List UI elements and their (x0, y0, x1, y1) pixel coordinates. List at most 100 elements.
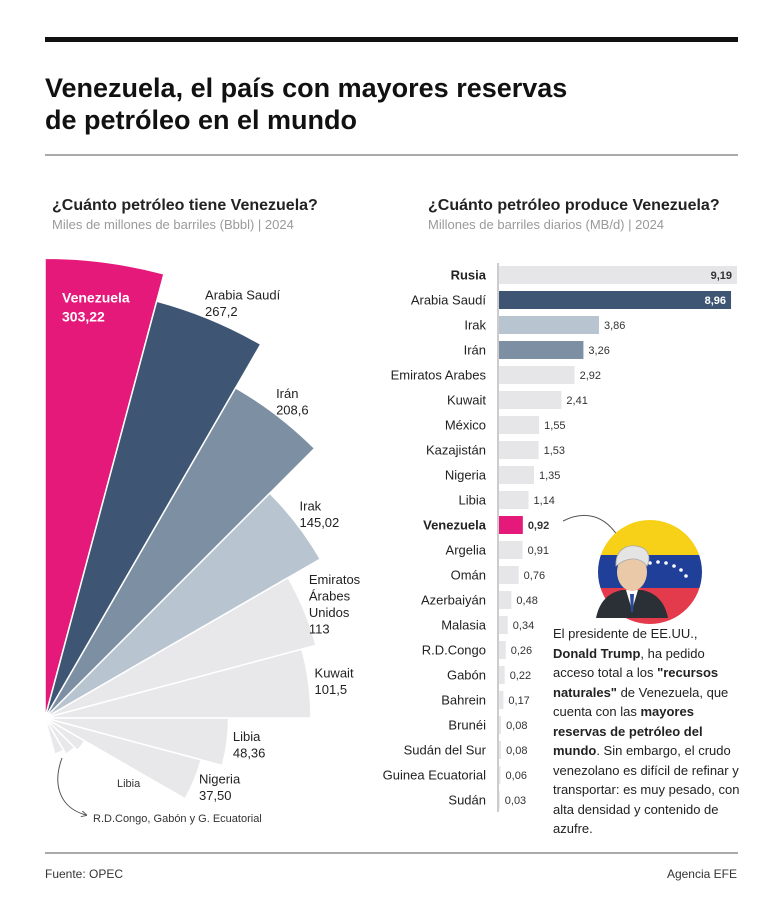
value-label: 8,96 (705, 295, 726, 307)
bar (499, 666, 505, 684)
value-label: 2,92 (580, 370, 601, 382)
bar (499, 591, 512, 609)
value-label: 101,5 (315, 682, 348, 697)
value-label: 1,14 (534, 495, 555, 507)
value-label: 0,03 (505, 795, 526, 807)
bar (499, 541, 523, 559)
bar (499, 441, 539, 459)
wedge (44, 257, 165, 719)
wedge-label: Kuwait (315, 666, 354, 681)
title-line: de petróleo en el mundo (45, 105, 357, 135)
chart-title: ¿Cuánto petróleo produce Venezuela? (428, 197, 720, 214)
arrow (562, 514, 619, 538)
bar (499, 491, 529, 509)
bar (499, 291, 732, 309)
bar (499, 516, 523, 534)
category-label: Arabia Saudí (411, 293, 487, 308)
annotation: R.D.Congo, Gabón y G. Ecuatorial (93, 813, 262, 825)
value-label: 1,55 (544, 420, 565, 432)
value-label: 0,26 (511, 645, 532, 657)
category-label: Sudán (448, 793, 486, 808)
bar (499, 416, 540, 434)
value-label: 9,19 (711, 270, 732, 282)
category-label: México (445, 418, 486, 433)
category-label: Brunéi (448, 718, 486, 733)
wedge (44, 717, 203, 800)
value-label: 0,76 (524, 570, 545, 582)
wedge-label: Emiratos Árabes Unidos (309, 572, 361, 620)
wedge (44, 492, 322, 719)
wedge (44, 648, 312, 719)
annotation-segment: El presidente de EE.UU., (553, 626, 698, 641)
bar (499, 466, 534, 484)
wedge-label: Irán (276, 386, 298, 401)
annotation-text: El presidente de EE.UU., Donald Trump, h… (553, 624, 745, 839)
bar (499, 616, 508, 634)
annotation-segment: de Venezuela, que cuenta con las (553, 684, 729, 720)
value-label: 145,02 (300, 515, 340, 530)
bar (499, 791, 500, 809)
top-rule (45, 37, 738, 42)
value-label: 1,35 (539, 470, 560, 482)
value-label: 48,36 (233, 746, 266, 761)
value-label: 2,41 (566, 395, 587, 407)
value-label: 0,08 (506, 720, 527, 732)
bar (499, 641, 506, 659)
chart-subtitle: Miles de millones de barriles (Bbbl) | 2… (52, 217, 294, 232)
wedge-label: Venezuela (62, 289, 130, 305)
category-label: R.D.Congo (422, 643, 486, 658)
value-label: 1,53 (544, 445, 565, 457)
value-label: 0,08 (506, 745, 527, 757)
title-line: Venezuela, el país con mayores reservas (45, 73, 567, 103)
category-label: Omán (451, 568, 486, 583)
chart-subtitle: Millones de barriles diarios (MB/d) | 20… (428, 217, 664, 232)
category-label: Gabón (447, 668, 486, 683)
value-label: 0,91 (528, 545, 549, 557)
value-label: 303,22 (62, 308, 105, 324)
wedge (44, 717, 65, 755)
category-label: Guinea Ecuatorial (383, 768, 486, 783)
bar (499, 766, 501, 784)
category-label: Bahrein (441, 693, 486, 708)
category-label: Azerbaiyán (421, 593, 486, 608)
bar (499, 566, 519, 584)
category-label: Kazajistán (426, 443, 486, 458)
category-label: Sudán del Sur (404, 743, 487, 758)
category-label: Venezuela (423, 518, 487, 533)
value-label: 0,34 (513, 620, 534, 632)
value-label: 0,92 (528, 520, 549, 532)
bar-chart: Rusia 9,19 Arabia Saudí 8,96 Irak 3,86 Irán 3,2… (383, 266, 737, 809)
wedge-label: Nigeria (199, 772, 241, 787)
value-label: 3,86 (604, 320, 625, 332)
annotation-segment: , ha pedido acceso total a los (553, 645, 705, 681)
bar (499, 341, 584, 359)
source: Fuente: OPEC (45, 867, 123, 881)
value-label: 0,22 (510, 670, 531, 682)
annotation-segment: Donald Trump (553, 645, 641, 661)
value-label: 0,06 (506, 770, 527, 782)
category-label: Rusia (451, 268, 487, 283)
rose-chart: Venezuela 303,22 Arabia Saudí 267,2 Irán208,… (44, 257, 361, 803)
credit: Agencia EFE (667, 867, 737, 881)
value-label: 208,6 (276, 402, 309, 417)
category-label: Irak (464, 318, 486, 333)
bar (499, 366, 575, 384)
annotation-segment: mayores reservas de petróleo del mundo (553, 704, 703, 758)
category-label: Libia (459, 493, 487, 508)
wedge-label: Irak (300, 498, 322, 513)
wedge (44, 717, 86, 752)
wedge (44, 300, 262, 719)
value-label: 267,2 (205, 304, 238, 319)
wedge-label: Libia (233, 729, 261, 744)
bar (499, 316, 599, 334)
category-label: Nigeria (445, 468, 487, 483)
wedge (44, 386, 316, 719)
bar (499, 691, 504, 709)
value-label: 3,26 (588, 345, 609, 357)
value-label: 0,17 (508, 695, 529, 707)
annotation-segment: "recursos naturales" (553, 665, 719, 700)
wedge-label: Arabia Saudí (205, 287, 281, 302)
value-label: 113 (309, 621, 330, 636)
